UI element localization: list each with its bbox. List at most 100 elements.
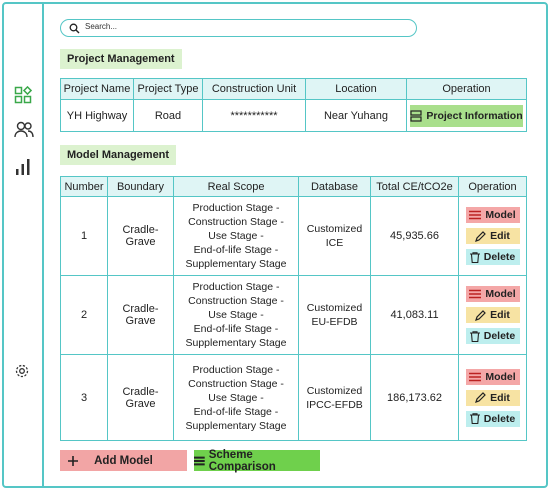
database-cell: Customized IPCC-EFDB [298,354,371,441]
scope-line: Use Stage - [208,309,264,321]
operation-cell: Model Edit Delete [458,196,527,276]
cell: Road [133,99,203,132]
button-label: Model [485,370,516,383]
dashboard-icon[interactable] [14,86,32,104]
header-cell: Construction Unit [202,78,306,100]
menu-icon [469,289,482,299]
search-placeholder: Search... [85,22,118,31]
settings-icon[interactable] [14,363,30,379]
header-cell: Project Name [60,78,134,100]
button-label: Scheme Comparison [208,448,276,473]
scope-line: Production Stage - [192,281,280,293]
database-cell: Customized ICE [298,196,371,276]
header-cell: Number [60,176,108,197]
edit-button[interactable]: Edit [465,228,520,244]
section-label: Project Management [60,49,182,69]
button-label: Project Information [426,109,523,122]
scope-cell: Production Stage - Construction Stage - Us… [173,275,299,355]
model-row: 1 Cradle-Grave Production Stage - Construct… [60,196,527,276]
database-cell: Customized EU-EFDB [298,275,371,355]
header-cell: Database [298,176,371,197]
button-label: Edit [490,309,510,321]
list-icon [194,456,205,465]
model-button[interactable]: Model [465,286,520,302]
button-label: Edit [490,391,510,404]
button-label: Edit [490,230,510,242]
edit-button[interactable]: Edit [465,389,520,406]
pencil-icon [475,230,486,242]
scheme-comparison-button[interactable]: Scheme Comparison [194,448,320,473]
project-information-button[interactable]: Project Information [410,104,523,127]
number-cell: 2 [60,275,108,355]
cell: Near Yuhang [305,99,407,132]
total-cell: 41,083.11 [370,275,459,355]
database-line: ICE [325,237,344,249]
button-label: Model [485,209,516,221]
button-label: Model [485,288,516,300]
menu-icon [469,210,482,220]
button-label: Delete [483,330,516,342]
scope-cell: Production Stage - Construction Stage - Us… [173,196,299,276]
delete-button[interactable]: Delete [465,410,520,427]
header-row: Project Name Project Type Construction Uni… [60,78,527,100]
delete-button[interactable]: Delete [465,328,520,344]
total-cell: 45,935.66 [370,196,459,276]
stats-icon[interactable] [14,158,32,176]
cell: *********** [202,99,306,132]
trash-icon [469,330,480,342]
section-label: Model Management [60,145,177,165]
database-line: IPCC-EFDB [306,398,363,411]
model-button[interactable]: Model [465,368,520,385]
scope-line: End-of-life Stage - [193,244,279,256]
header-row: Number Boundary Real Scope Database Total CE… [60,176,527,197]
boundary-cell: Cradle-Grave [107,354,174,441]
add-model-button[interactable]: Add Model [60,450,187,471]
operation-cell: Model Edit Delete [458,354,527,441]
database-line: Customized [306,302,363,314]
scope-line: End-of-life Stage - [193,323,279,335]
pencil-icon [475,392,486,403]
pencil-icon [475,309,486,321]
scope-line: End-of-life Stage - [193,405,279,418]
boundary-cell: Cradle-Grave [107,196,174,276]
scope-line: Supplementary Stage [185,419,287,432]
button-label: Add Model [94,454,153,467]
scope-line: Production Stage - [192,363,280,376]
model-row: 2 Cradle-Grave Production Stage - Construct… [60,275,527,355]
operation-cell: Project Information [406,99,527,132]
scope-line: Use Stage - [208,391,264,404]
button-label: Delete [483,251,516,263]
button-label: Delete [483,412,516,425]
header-cell: Operation [458,176,527,197]
scope-line: Supplementary Stage [185,337,287,349]
trash-icon [469,413,480,424]
scope-cell: Production Stage - Construction Stage - Us… [173,354,299,441]
sidebar [4,4,44,486]
cell: YH Highway [60,99,134,132]
users-icon[interactable] [14,121,34,139]
scope-line: Construction Stage - [188,216,284,228]
delete-button[interactable]: Delete [465,249,520,265]
number-cell: 1 [60,196,108,276]
edit-button[interactable]: Edit [465,307,520,323]
model-table: Number Boundary Real Scope Database Total CE… [60,176,527,441]
project-row: YH Highway Road *********** Near Yuhang Proj… [60,99,527,132]
plus-icon [68,455,78,466]
operation-cell: Model Edit Delete [458,275,527,355]
model-button[interactable]: Model [465,207,520,223]
header-cell: Project Type [133,78,203,100]
model-row: 3 Cradle-Grave Production Stage - Construct… [60,354,527,441]
header-cell: Boundary [107,176,174,197]
scope-line: Construction Stage - [188,377,284,390]
header-cell: Real Scope [173,176,299,197]
header-cell: Total CE/tCO2e [370,176,459,197]
project-table: Project Name Project Type Construction Uni… [60,78,527,132]
number-cell: 3 [60,354,108,441]
scope-line: Use Stage - [208,230,264,242]
total-cell: 186,173.62 [370,354,459,441]
database-line: Customized [306,384,363,397]
search-box[interactable]: Search... [60,19,417,37]
server-icon [410,109,422,122]
boundary-cell: Cradle-Grave [107,275,174,355]
